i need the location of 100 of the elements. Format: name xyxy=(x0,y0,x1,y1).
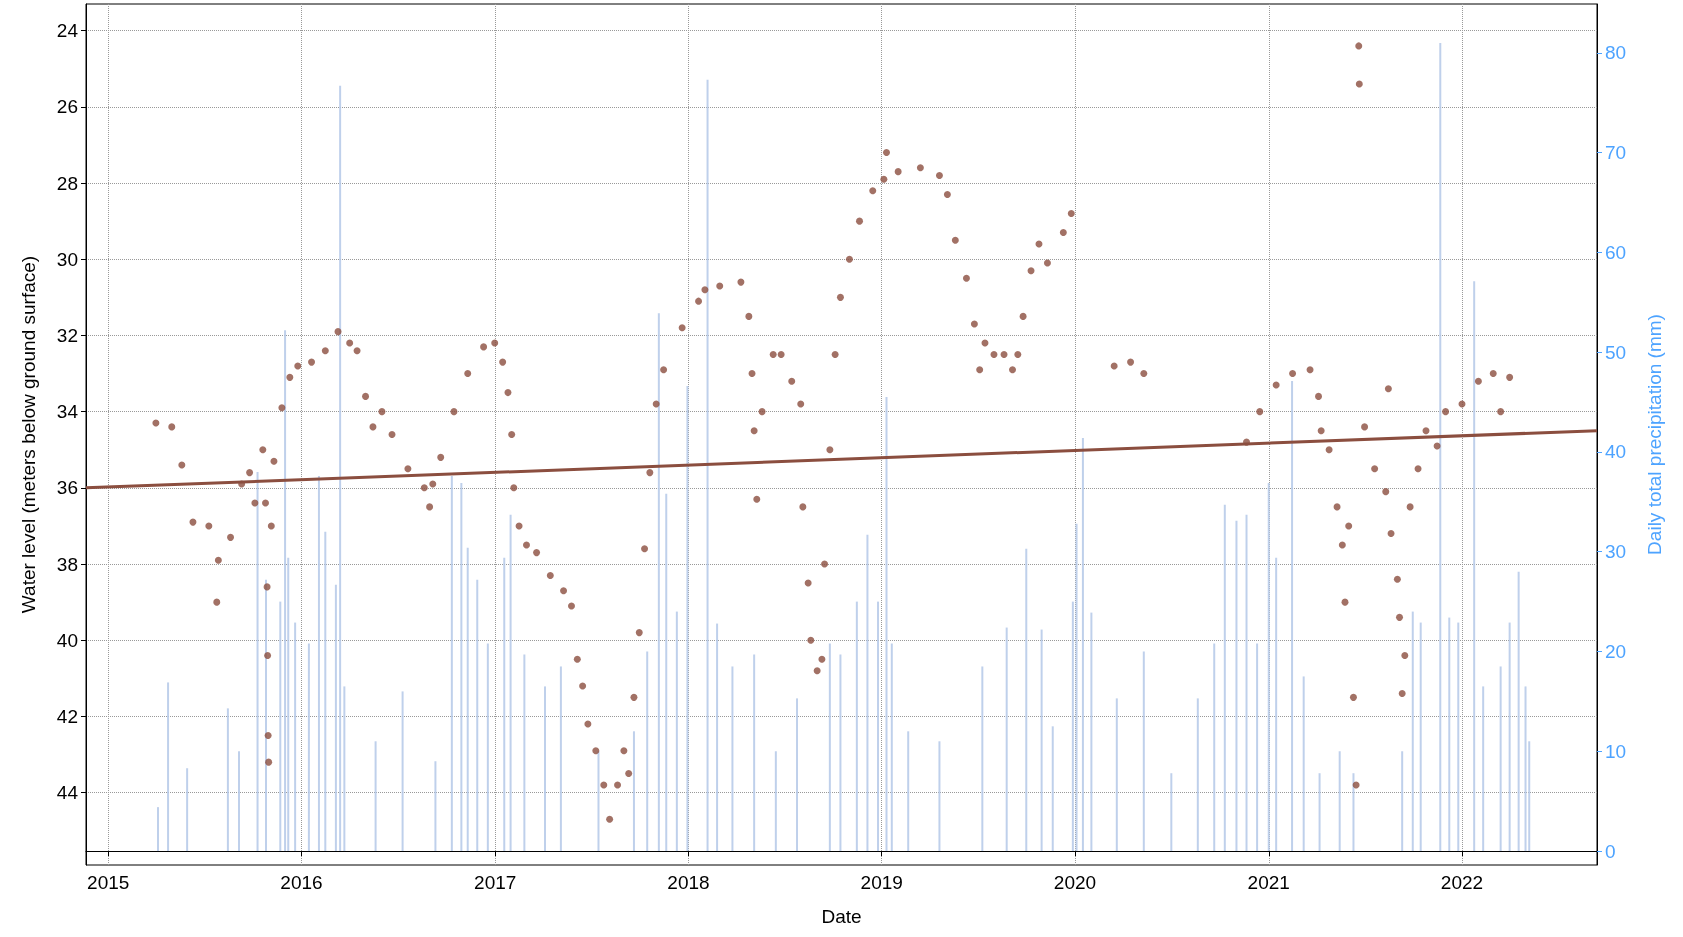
bar xyxy=(374,741,377,852)
y-tick-label: 24 xyxy=(56,20,79,42)
bar xyxy=(317,475,320,852)
bar xyxy=(1051,726,1054,852)
bar xyxy=(460,482,463,852)
bar xyxy=(1275,557,1278,852)
bar xyxy=(559,666,562,852)
bar xyxy=(1081,437,1084,852)
bar xyxy=(523,654,526,852)
bar xyxy=(1302,676,1305,852)
bar xyxy=(503,557,506,852)
bar xyxy=(753,654,756,852)
y2-tick-label: 10 xyxy=(1605,740,1627,762)
bar xyxy=(279,601,282,852)
bar xyxy=(1040,629,1043,852)
y2-tick-label: 80 xyxy=(1605,42,1627,64)
x-tick-label: 2018 xyxy=(667,872,710,893)
bar xyxy=(1196,698,1199,852)
y2-tick-label: 40 xyxy=(1605,441,1627,463)
bar xyxy=(1267,482,1270,852)
y2-tick-label: 20 xyxy=(1605,641,1627,662)
bar xyxy=(890,643,893,852)
bar xyxy=(1524,686,1527,852)
y-tick-label: 32 xyxy=(56,324,78,346)
bar xyxy=(1517,571,1520,852)
y-tick-label: 26 xyxy=(56,96,78,118)
y2-tick-label: 0 xyxy=(1605,840,1616,862)
bar xyxy=(877,601,880,852)
bar xyxy=(334,584,337,852)
y-tick-label: 36 xyxy=(56,477,78,499)
y-tick-label: 42 xyxy=(56,705,78,727)
bar xyxy=(1256,643,1259,852)
bar xyxy=(294,622,297,852)
y-tick-label: 44 xyxy=(56,782,79,804)
bar xyxy=(1401,751,1404,852)
bar xyxy=(731,666,734,852)
bar xyxy=(675,611,678,852)
bar xyxy=(1025,548,1028,852)
y2-tick-label: 70 xyxy=(1605,142,1627,164)
bar xyxy=(1499,666,1502,852)
x-tick-label: 2017 xyxy=(474,872,517,893)
bar xyxy=(1235,520,1238,852)
bar xyxy=(828,643,831,852)
bar xyxy=(238,751,241,852)
bar xyxy=(1005,627,1008,852)
y2-axis-title: Daily total precipitation (mm) xyxy=(1644,314,1665,555)
bar xyxy=(866,534,869,852)
bar xyxy=(1411,611,1414,852)
bar xyxy=(981,666,984,852)
x-tick-label: 2022 xyxy=(1440,872,1484,893)
y-tick-label: 28 xyxy=(56,172,78,194)
bar xyxy=(476,579,479,852)
bar xyxy=(450,475,453,852)
bar xyxy=(343,686,346,852)
bar xyxy=(796,698,799,852)
y2-tick-label: 60 xyxy=(1605,241,1627,263)
bar xyxy=(324,531,327,852)
y2-tick-label: 30 xyxy=(1605,541,1627,563)
x-tick-label: 2016 xyxy=(280,872,323,893)
bar xyxy=(1115,698,1118,852)
y-tick-label: 30 xyxy=(56,248,78,270)
x-axis-title: Date xyxy=(821,906,862,927)
bar xyxy=(1170,773,1173,852)
bar xyxy=(885,397,888,852)
bar xyxy=(486,643,489,852)
bar xyxy=(1075,523,1078,852)
bar xyxy=(665,493,668,852)
bar xyxy=(716,623,719,852)
bar xyxy=(1071,601,1074,852)
bar xyxy=(1291,381,1294,852)
bar xyxy=(186,768,189,852)
bar xyxy=(167,682,170,852)
bar xyxy=(509,514,512,852)
y2-tick-label: 50 xyxy=(1605,341,1627,363)
bar xyxy=(907,731,910,852)
x-tick-label: 2021 xyxy=(1247,872,1290,893)
bar xyxy=(686,386,689,852)
x-tick-label: 2015 xyxy=(87,872,130,893)
bar xyxy=(1318,773,1321,852)
bar xyxy=(1090,612,1093,852)
y-axis-title: Water level (meters below ground surface) xyxy=(18,255,39,614)
bar xyxy=(1142,651,1145,852)
x-tick-label: 2020 xyxy=(1053,872,1097,893)
bar xyxy=(1223,504,1226,852)
y-tick-label: 40 xyxy=(56,629,78,651)
x-tick-label: 2019 xyxy=(860,872,903,893)
bar xyxy=(1482,686,1485,852)
bar xyxy=(632,731,635,852)
bar xyxy=(839,654,842,852)
y-tick-label: 34 xyxy=(56,401,79,423)
bar xyxy=(466,547,469,852)
bar xyxy=(1245,514,1248,852)
bar xyxy=(1508,622,1511,852)
bar xyxy=(1338,751,1341,852)
bar xyxy=(157,807,159,852)
bar xyxy=(646,651,649,852)
bar xyxy=(401,691,404,852)
bar xyxy=(1448,617,1451,852)
bar xyxy=(1419,622,1422,852)
bar xyxy=(1213,643,1216,852)
